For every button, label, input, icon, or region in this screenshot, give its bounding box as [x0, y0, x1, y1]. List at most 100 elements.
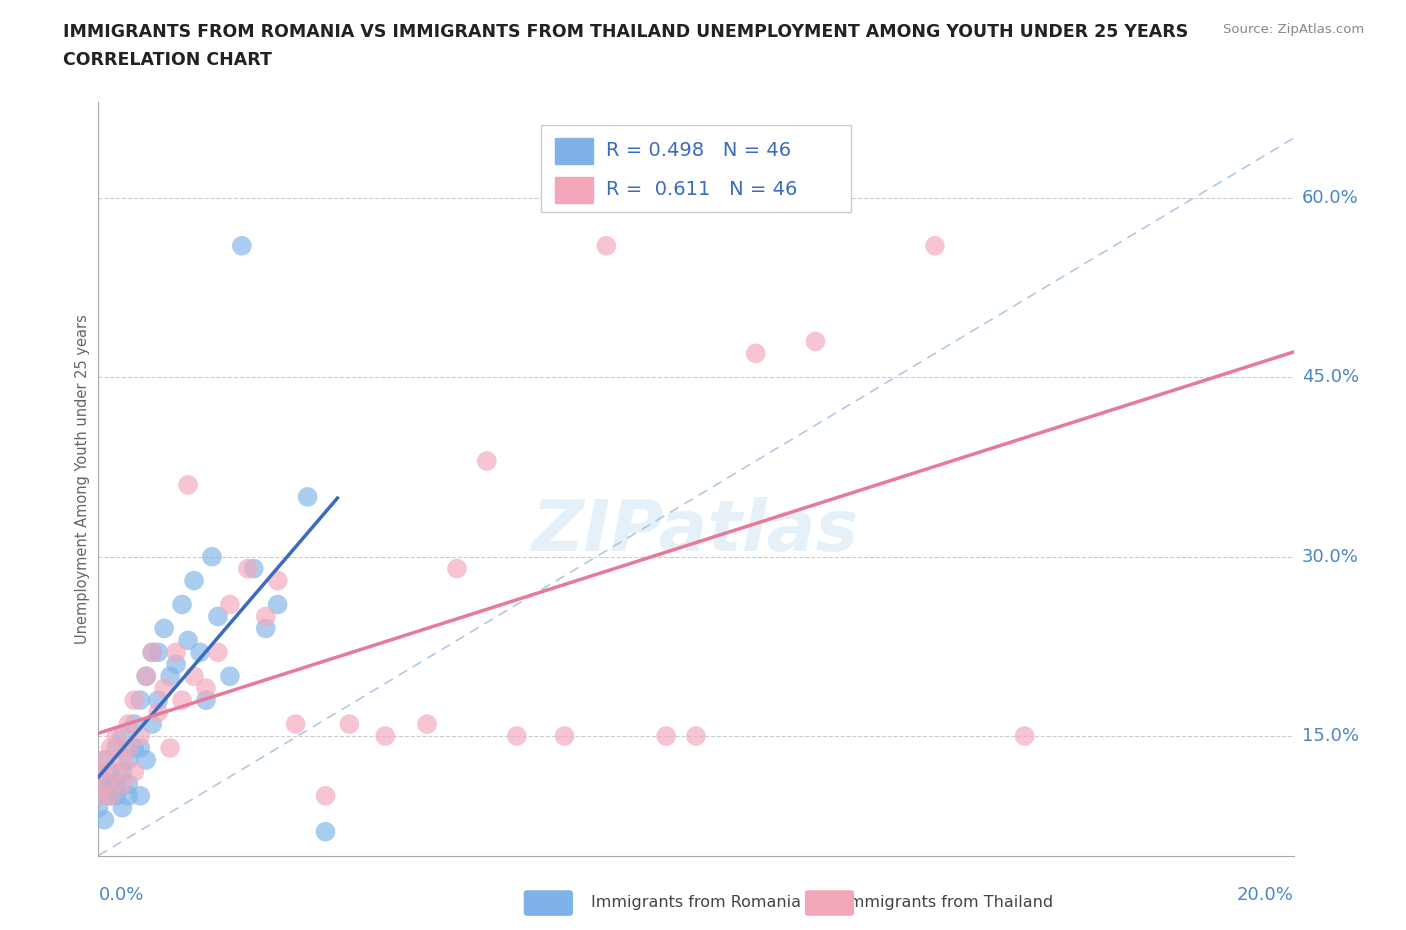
- Point: [172, 693, 194, 708]
- Text: 20.0%: 20.0%: [1237, 886, 1294, 904]
- FancyBboxPatch shape: [555, 138, 593, 164]
- Text: Immigrants from Thailand: Immigrants from Thailand: [844, 895, 1053, 910]
- Point: [183, 573, 205, 588]
- Point: [685, 728, 707, 743]
- Point: [87, 789, 110, 804]
- Point: [374, 728, 396, 743]
- Point: [554, 728, 576, 743]
- Point: [124, 717, 146, 732]
- Point: [98, 777, 122, 791]
- Point: [141, 644, 163, 659]
- Point: [804, 334, 827, 349]
- Text: Immigrants from Romania: Immigrants from Romania: [591, 895, 800, 910]
- Point: [105, 764, 128, 779]
- Point: [93, 812, 115, 827]
- Point: [172, 597, 194, 612]
- Point: [284, 717, 307, 732]
- Point: [148, 705, 170, 720]
- Point: [111, 801, 134, 816]
- Point: [141, 644, 163, 659]
- Text: CORRELATION CHART: CORRELATION CHART: [63, 51, 273, 69]
- Point: [129, 789, 152, 804]
- Point: [124, 764, 146, 779]
- Point: [98, 789, 122, 804]
- Point: [267, 573, 290, 588]
- Point: [195, 693, 218, 708]
- Point: [117, 752, 139, 767]
- Text: 0.0%: 0.0%: [98, 886, 143, 904]
- Point: [219, 597, 242, 612]
- Point: [195, 681, 218, 696]
- Point: [93, 777, 115, 791]
- Y-axis label: Unemployment Among Youth under 25 years: Unemployment Among Youth under 25 years: [75, 314, 90, 644]
- Point: [254, 621, 277, 636]
- Point: [105, 728, 128, 743]
- Point: [93, 752, 115, 767]
- Point: [111, 752, 134, 767]
- Point: [135, 669, 157, 684]
- Point: [129, 728, 152, 743]
- Point: [117, 789, 139, 804]
- Text: 15.0%: 15.0%: [1302, 727, 1358, 745]
- Point: [105, 777, 128, 791]
- Point: [153, 681, 176, 696]
- Point: [297, 489, 319, 504]
- Text: IMMIGRANTS FROM ROMANIA VS IMMIGRANTS FROM THAILAND UNEMPLOYMENT AMONG YOUTH UND: IMMIGRANTS FROM ROMANIA VS IMMIGRANTS FR…: [63, 23, 1188, 41]
- Point: [87, 789, 110, 804]
- Point: [105, 740, 128, 755]
- Point: [236, 561, 259, 576]
- Point: [111, 728, 134, 743]
- Point: [98, 740, 122, 755]
- Point: [124, 740, 146, 755]
- Point: [129, 740, 152, 755]
- Point: [745, 346, 768, 361]
- Point: [446, 561, 468, 576]
- Point: [416, 717, 439, 732]
- Point: [117, 740, 139, 755]
- Point: [595, 238, 617, 253]
- Point: [153, 621, 176, 636]
- Point: [243, 561, 266, 576]
- Point: [117, 717, 139, 732]
- Point: [315, 789, 337, 804]
- Point: [1014, 728, 1036, 743]
- Point: [111, 777, 134, 791]
- Point: [87, 801, 110, 816]
- Point: [207, 644, 229, 659]
- Point: [315, 824, 337, 839]
- Point: [231, 238, 253, 253]
- Point: [219, 669, 242, 684]
- Point: [135, 752, 157, 767]
- Point: [506, 728, 529, 743]
- Point: [924, 238, 946, 253]
- Point: [98, 789, 122, 804]
- Point: [87, 764, 110, 779]
- Point: [93, 752, 115, 767]
- Point: [475, 454, 498, 469]
- Point: [165, 644, 187, 659]
- Point: [148, 693, 170, 708]
- Point: [177, 477, 200, 492]
- Point: [188, 644, 211, 659]
- Point: [655, 728, 678, 743]
- Point: [93, 777, 115, 791]
- Point: [135, 669, 157, 684]
- Text: 45.0%: 45.0%: [1302, 368, 1360, 386]
- Text: Source: ZipAtlas.com: Source: ZipAtlas.com: [1223, 23, 1364, 36]
- Point: [159, 669, 181, 684]
- Point: [267, 597, 290, 612]
- Point: [148, 644, 170, 659]
- Point: [165, 657, 187, 671]
- Point: [129, 693, 152, 708]
- Point: [87, 764, 110, 779]
- Text: R =  0.611   N = 46: R = 0.611 N = 46: [606, 180, 797, 199]
- Point: [177, 633, 200, 648]
- FancyBboxPatch shape: [541, 125, 852, 211]
- Point: [124, 693, 146, 708]
- FancyBboxPatch shape: [555, 177, 593, 204]
- Text: 60.0%: 60.0%: [1302, 189, 1358, 207]
- Point: [111, 764, 134, 779]
- Point: [98, 764, 122, 779]
- Text: ZIPatlas: ZIPatlas: [533, 498, 859, 566]
- Point: [183, 669, 205, 684]
